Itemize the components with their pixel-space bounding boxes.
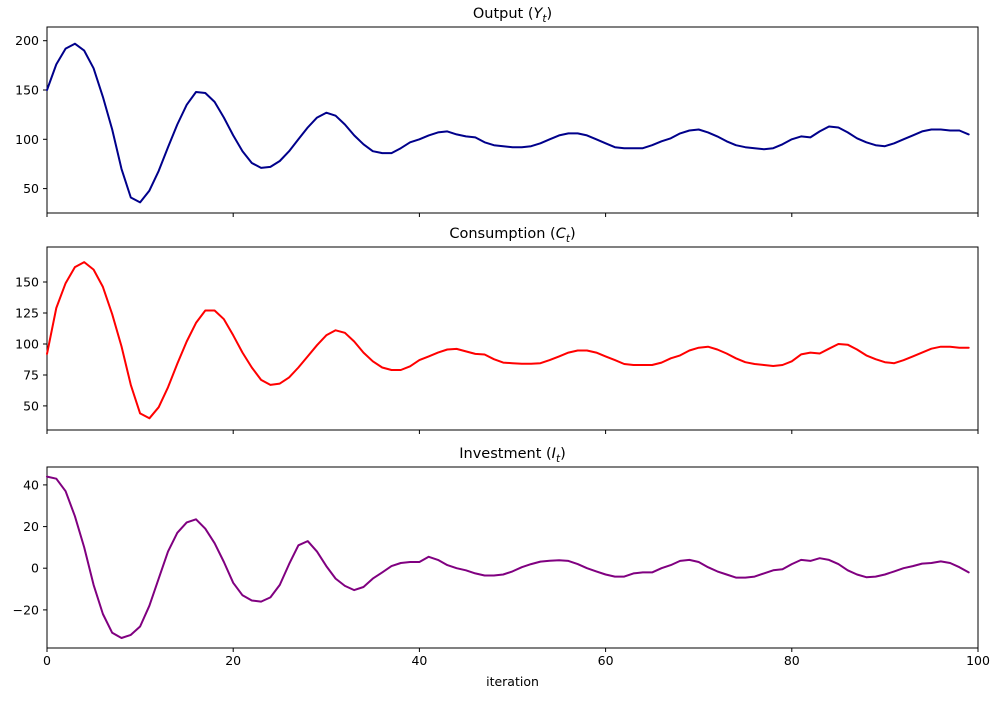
plot-title-investment: Investment (It) (47, 445, 978, 468)
investment-line (46, 475, 970, 639)
y-tick-label: 150 (15, 83, 39, 98)
y-tick-label: 100 (15, 132, 39, 147)
title-variable: Y (533, 6, 543, 22)
title-text: Output ( (472, 6, 534, 22)
title-text: ) (569, 226, 576, 242)
y-tick-label: 100 (15, 337, 39, 352)
y-tick-label: 20 (23, 519, 39, 534)
y-tick-label: 40 (23, 477, 39, 492)
y-tick-label: 75 (23, 368, 39, 383)
y-tick-label: 125 (15, 306, 39, 321)
title-text: Consumption ( (449, 226, 556, 242)
axes-frame (46, 466, 979, 649)
y-tick-label: 200 (15, 33, 39, 48)
title-subscript: t (555, 452, 561, 465)
x-tick-label: 100 (966, 653, 990, 668)
plot-title-consumption: Consumption (Ct) (47, 225, 978, 248)
output-line (46, 42, 970, 204)
consumption-line (46, 261, 970, 420)
title-subscript: t (565, 232, 570, 245)
y-tick-label: 150 (15, 275, 39, 290)
output-axes: 50 100 150 200 (15, 26, 979, 217)
x-tick-label: 80 (784, 653, 800, 668)
y-tick-label: 50 (23, 181, 39, 196)
title-text: ) (546, 6, 553, 22)
axes-frame (46, 246, 979, 431)
title-text: ) (560, 446, 566, 462)
x-tick-label: 20 (225, 653, 241, 668)
title-subscript: t (542, 12, 547, 25)
y-tick-label: 0 (31, 561, 39, 576)
consumption-axes: 50 75 100 125 150 (15, 246, 979, 434)
x-tick-label: 40 (411, 653, 427, 668)
x-axis-label: iteration (486, 674, 539, 689)
y-tick-label: 50 (23, 398, 39, 413)
title-variable: C (555, 226, 566, 242)
plot-title-output: Output (Yt) (47, 5, 978, 28)
title-text: Investment ( (459, 446, 552, 462)
y-tick-label: −20 (13, 602, 39, 617)
investment-axes: −20 0 20 40 0 20 40 60 80 100 (13, 466, 990, 668)
title-variable: I (551, 446, 556, 462)
x-tick-label: 60 (598, 653, 614, 668)
x-tick-label: 0 (43, 653, 51, 668)
axes-frame (46, 26, 979, 214)
